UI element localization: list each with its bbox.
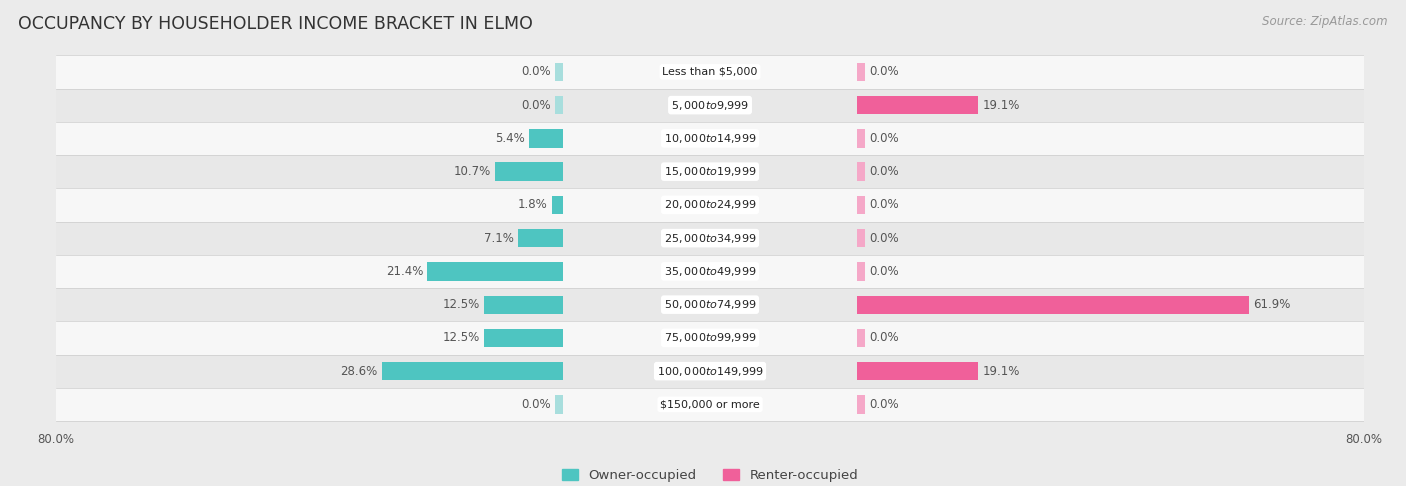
Text: $35,000 to $49,999: $35,000 to $49,999	[664, 265, 756, 278]
Bar	[56, 321, 1364, 354]
Bar	[56, 222, 1364, 255]
Bar	[484, 329, 562, 347]
Text: Source: ZipAtlas.com: Source: ZipAtlas.com	[1263, 15, 1388, 28]
Bar	[56, 88, 1364, 122]
Bar	[555, 63, 562, 81]
Text: 0.0%: 0.0%	[869, 232, 898, 244]
Text: 0.0%: 0.0%	[869, 198, 898, 211]
Text: 0.0%: 0.0%	[869, 398, 898, 411]
Bar	[858, 329, 865, 347]
Legend: Owner-occupied, Renter-occupied: Owner-occupied, Renter-occupied	[562, 469, 858, 482]
Bar	[56, 255, 1364, 288]
Text: $100,000 to $149,999: $100,000 to $149,999	[657, 364, 763, 378]
Bar	[555, 395, 562, 414]
Text: 7.1%: 7.1%	[484, 232, 513, 244]
Bar	[56, 155, 1364, 188]
Text: $5,000 to $9,999: $5,000 to $9,999	[671, 99, 749, 112]
Text: $75,000 to $99,999: $75,000 to $99,999	[664, 331, 756, 345]
Bar	[858, 129, 865, 148]
Text: $150,000 or more: $150,000 or more	[661, 399, 759, 409]
Bar	[858, 262, 865, 280]
Text: 28.6%: 28.6%	[340, 364, 378, 378]
Bar	[517, 229, 562, 247]
Text: 21.4%: 21.4%	[385, 265, 423, 278]
Text: 0.0%: 0.0%	[869, 265, 898, 278]
Text: 1.8%: 1.8%	[517, 198, 547, 211]
Bar	[858, 162, 865, 181]
Bar	[858, 362, 979, 380]
Bar	[858, 295, 1249, 314]
Text: $25,000 to $34,999: $25,000 to $34,999	[664, 232, 756, 244]
Text: $15,000 to $19,999: $15,000 to $19,999	[664, 165, 756, 178]
Bar	[858, 229, 865, 247]
Bar	[858, 63, 865, 81]
Text: $50,000 to $74,999: $50,000 to $74,999	[664, 298, 756, 311]
Text: 0.0%: 0.0%	[869, 331, 898, 345]
Bar	[858, 96, 979, 114]
Text: 5.4%: 5.4%	[495, 132, 524, 145]
Text: 0.0%: 0.0%	[522, 66, 551, 78]
Bar	[484, 295, 562, 314]
Text: $20,000 to $24,999: $20,000 to $24,999	[664, 198, 756, 211]
Bar	[56, 55, 1364, 88]
Text: 0.0%: 0.0%	[869, 132, 898, 145]
Bar	[56, 388, 1364, 421]
Text: 19.1%: 19.1%	[983, 99, 1019, 112]
Bar	[382, 362, 562, 380]
Text: 12.5%: 12.5%	[443, 331, 479, 345]
Text: 0.0%: 0.0%	[869, 66, 898, 78]
Text: 0.0%: 0.0%	[522, 99, 551, 112]
Text: 61.9%: 61.9%	[1253, 298, 1291, 311]
Bar	[858, 395, 865, 414]
Text: 0.0%: 0.0%	[522, 398, 551, 411]
Bar	[529, 129, 562, 148]
Bar	[56, 122, 1364, 155]
Bar	[56, 188, 1364, 222]
Bar	[858, 196, 865, 214]
Text: 12.5%: 12.5%	[443, 298, 479, 311]
Text: $10,000 to $14,999: $10,000 to $14,999	[664, 132, 756, 145]
Bar	[56, 288, 1364, 321]
Bar	[551, 196, 562, 214]
Text: 19.1%: 19.1%	[983, 364, 1019, 378]
Text: 0.0%: 0.0%	[869, 165, 898, 178]
Text: Less than $5,000: Less than $5,000	[662, 67, 758, 77]
Bar	[555, 96, 562, 114]
Bar	[495, 162, 562, 181]
Bar	[427, 262, 562, 280]
Bar	[56, 354, 1364, 388]
Text: 10.7%: 10.7%	[454, 165, 491, 178]
Text: OCCUPANCY BY HOUSEHOLDER INCOME BRACKET IN ELMO: OCCUPANCY BY HOUSEHOLDER INCOME BRACKET …	[18, 15, 533, 33]
